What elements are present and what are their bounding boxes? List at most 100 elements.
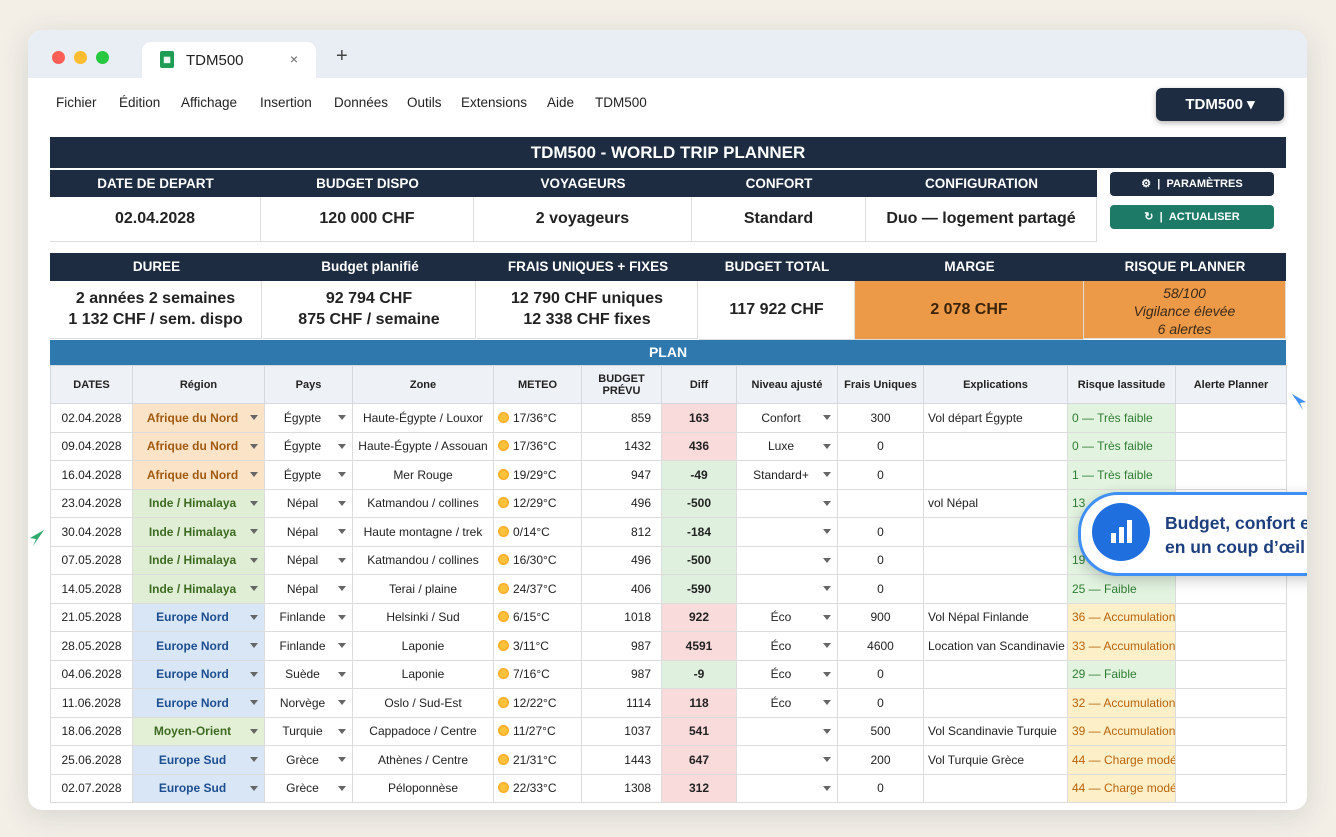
cell-region[interactable]: Europe Nord — [132, 602, 265, 632]
cell-niveau-ajuste[interactable] — [736, 773, 838, 803]
value-date-depart[interactable]: 02.04.2028 — [50, 197, 261, 242]
col-zone[interactable]: Zone — [352, 365, 494, 404]
cell-budget-prevu[interactable]: 496 — [581, 545, 662, 575]
cell-date[interactable]: 11.06.2028 — [50, 688, 133, 718]
cell-frais-uniques[interactable]: 200 — [837, 745, 924, 775]
menu-fichier[interactable]: Fichier — [56, 95, 97, 110]
table-row[interactable]: 11.06.2028 Europe Nord Norvège Oslo / Sud-E… — [50, 688, 1287, 718]
minimize-window-button[interactable] — [74, 51, 87, 64]
cell-frais-uniques[interactable]: 0 — [837, 659, 924, 689]
dropdown-caret-icon[interactable] — [250, 785, 258, 791]
cell-diff[interactable]: 163 — [661, 403, 737, 433]
cell-explications[interactable] — [923, 460, 1068, 490]
dropdown-caret-icon[interactable] — [823, 700, 831, 705]
dropdown-caret-icon[interactable] — [250, 614, 258, 620]
cell-explications[interactable]: vol Népal — [923, 488, 1068, 518]
table-row[interactable]: 14.05.2028 Inde / Himalaya Népal Terai / pl… — [50, 574, 1287, 604]
cell-date[interactable]: 14.05.2028 — [50, 574, 133, 604]
cell-alerte-planner[interactable] — [1175, 716, 1287, 746]
cell-budget-prevu[interactable]: 1432 — [581, 431, 662, 461]
cell-frais-uniques[interactable]: 500 — [837, 716, 924, 746]
cell-frais-uniques[interactable]: 0 — [837, 545, 924, 575]
cell-frais-uniques[interactable]: 900 — [837, 602, 924, 632]
cell-pays[interactable]: Suède — [264, 659, 353, 689]
cell-date[interactable]: 16.04.2028 — [50, 460, 133, 490]
table-row[interactable]: 02.04.2028 Afrique du Nord Égypte Haute-Égy… — [50, 403, 1287, 433]
dropdown-caret-icon[interactable] — [823, 500, 831, 506]
dropdown-caret-icon[interactable] — [823, 728, 831, 734]
cell-risque-lassitude[interactable]: 44 — Charge modérée — [1067, 745, 1176, 775]
cell-budget-prevu[interactable]: 496 — [581, 488, 662, 518]
cell-pays[interactable]: Norvège — [264, 688, 353, 718]
cell-date[interactable]: 09.04.2028 — [50, 431, 133, 461]
cell-pays[interactable]: Népal — [264, 545, 353, 575]
cell-pays[interactable]: Turquie — [264, 716, 353, 746]
cell-budget-prevu[interactable]: 987 — [581, 659, 662, 689]
menu-affichage[interactable]: Affichage — [181, 95, 238, 110]
dropdown-caret-icon[interactable] — [250, 728, 258, 734]
col-alerte-planner[interactable]: Alerte Planner — [1175, 365, 1287, 404]
cell-risque-lassitude[interactable]: 33 — Accumulation légère — [1067, 631, 1176, 661]
cell-meteo[interactable]: 19/29°C — [493, 460, 582, 490]
cell-diff[interactable]: -500 — [661, 545, 737, 575]
cell-alerte-planner[interactable] — [1175, 773, 1287, 803]
cell-zone[interactable]: Haute-Égypte / Louxor — [352, 403, 494, 433]
dropdown-caret-icon[interactable] — [823, 643, 831, 648]
cell-region[interactable]: Afrique du Nord — [132, 460, 265, 490]
dropdown-caret-icon[interactable] — [338, 586, 346, 591]
value-budget-dispo[interactable]: 120 000 CHF — [261, 197, 474, 242]
maximize-window-button[interactable] — [96, 51, 109, 64]
cell-risque-lassitude[interactable]: 29 — Faible — [1067, 659, 1176, 689]
cell-risque-lassitude[interactable]: 39 — Accumulation légère — [1067, 716, 1176, 746]
browser-tab[interactable]: ▦ TDM500 × — [142, 42, 316, 78]
dropdown-caret-icon[interactable] — [250, 700, 258, 705]
dropdown-caret-icon[interactable] — [250, 586, 258, 591]
col-frais-uniques[interactable]: Frais Uniques — [837, 365, 924, 404]
cell-explications[interactable]: Vol Népal Finlande — [923, 602, 1068, 632]
cell-date[interactable]: 04.06.2028 — [50, 659, 133, 689]
cell-zone[interactable]: Helsinki / Sud — [352, 602, 494, 632]
cell-pays[interactable]: Égypte — [264, 403, 353, 433]
cell-niveau-ajuste[interactable] — [736, 488, 838, 518]
close-window-button[interactable] — [52, 51, 65, 64]
cell-niveau-ajuste[interactable] — [736, 716, 838, 746]
cell-explications[interactable]: Vol Scandinavie Turquie — [923, 716, 1068, 746]
cell-budget-prevu[interactable]: 987 — [581, 631, 662, 661]
cell-zone[interactable]: Cappadoce / Centre — [352, 716, 494, 746]
dropdown-caret-icon[interactable] — [338, 614, 346, 620]
cell-meteo[interactable]: 17/36°C — [493, 431, 582, 461]
cell-frais-uniques[interactable]: 0 — [837, 773, 924, 803]
cell-budget-prevu[interactable]: 812 — [581, 517, 662, 547]
dropdown-caret-icon[interactable] — [250, 443, 258, 449]
dropdown-caret-icon[interactable] — [338, 785, 346, 791]
cell-budget-prevu[interactable]: 947 — [581, 460, 662, 490]
cell-diff[interactable]: -184 — [661, 517, 737, 547]
dropdown-caret-icon[interactable] — [250, 529, 258, 534]
cell-meteo[interactable]: 6/15°C — [493, 602, 582, 632]
value-confort[interactable]: Standard — [692, 197, 866, 242]
cell-niveau-ajuste[interactable]: Éco — [736, 688, 838, 718]
cell-explications[interactable] — [923, 773, 1068, 803]
menu-donnees[interactable]: Données — [334, 95, 389, 110]
cell-meteo[interactable]: 3/11°C — [493, 631, 582, 661]
dropdown-caret-icon[interactable] — [338, 700, 346, 705]
cell-risque-lassitude[interactable]: 0 — Très faible — [1067, 403, 1176, 433]
cell-diff[interactable]: 118 — [661, 688, 737, 718]
parametres-button[interactable]: ⚙ | PARAMÈTRES — [1110, 172, 1274, 196]
cell-zone[interactable]: Laponie — [352, 659, 494, 689]
table-row[interactable]: 16.04.2028 Afrique du Nord Égypte Mer Rouge… — [50, 460, 1287, 490]
cell-pays[interactable]: Finlande — [264, 631, 353, 661]
dropdown-caret-icon[interactable] — [338, 443, 346, 449]
cell-explications[interactable] — [923, 545, 1068, 575]
cell-risque-lassitude[interactable]: 32 — Accumulation légère — [1067, 688, 1176, 718]
cell-niveau-ajuste[interactable] — [736, 574, 838, 604]
cell-date[interactable]: 02.07.2028 — [50, 773, 133, 803]
cell-zone[interactable]: Oslo / Sud-Est — [352, 688, 494, 718]
col-region[interactable]: Région — [132, 365, 265, 404]
cell-meteo[interactable]: 0/14°C — [493, 517, 582, 547]
cell-zone[interactable]: Péloponnèse — [352, 773, 494, 803]
cell-niveau-ajuste[interactable] — [736, 745, 838, 775]
cell-budget-prevu[interactable]: 1308 — [581, 773, 662, 803]
cell-diff[interactable]: -590 — [661, 574, 737, 604]
cell-region[interactable]: Europe Nord — [132, 631, 265, 661]
